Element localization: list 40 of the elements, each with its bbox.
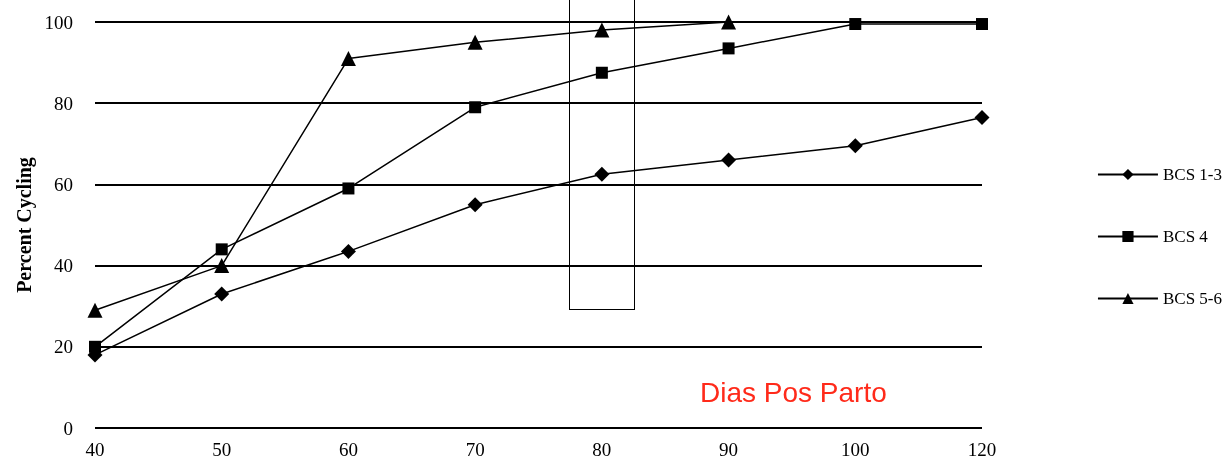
y-tick-label: 80 — [54, 92, 73, 114]
point — [469, 101, 482, 114]
point — [340, 51, 356, 67]
legend-label: BCS 1-3 — [1162, 165, 1222, 184]
annotation: Dias Pos Parto — [700, 376, 887, 408]
point — [87, 302, 103, 318]
y-tick-label: 40 — [54, 255, 73, 277]
point — [594, 166, 610, 182]
y-tick-label: 60 — [54, 173, 73, 195]
point — [849, 18, 862, 31]
point — [467, 197, 483, 213]
point — [215, 243, 228, 256]
x-tick-label: 60 — [338, 439, 358, 460]
point — [89, 340, 101, 353]
x-tick-label: 120 — [967, 439, 997, 460]
legend-label: BCS 5-6 — [1162, 289, 1222, 308]
point — [721, 14, 737, 30]
y-tick-label: 20 — [54, 336, 73, 358]
point — [595, 66, 608, 79]
point — [722, 42, 735, 55]
x-tick-label: 100 — [841, 439, 870, 460]
x-tick-label: 40 — [85, 439, 105, 460]
point — [340, 243, 356, 259]
x-tick-label: 90 — [719, 439, 739, 460]
point — [214, 258, 230, 274]
y-tick-label: 100 — [44, 11, 73, 33]
x-tick-label: 50 — [212, 439, 232, 460]
point — [467, 34, 483, 50]
point — [721, 152, 737, 168]
legend-label: BCS 4 — [1162, 227, 1209, 246]
point — [976, 18, 988, 31]
y-axis-title: Percent Cycling — [12, 157, 36, 293]
y-tick-label: 0 — [63, 417, 73, 439]
x-tick-label: 80 — [592, 439, 612, 460]
point — [594, 22, 610, 38]
point — [342, 182, 355, 195]
point — [214, 286, 230, 302]
point — [847, 138, 863, 154]
x-tick-label: 70 — [465, 439, 485, 460]
point — [974, 109, 990, 125]
